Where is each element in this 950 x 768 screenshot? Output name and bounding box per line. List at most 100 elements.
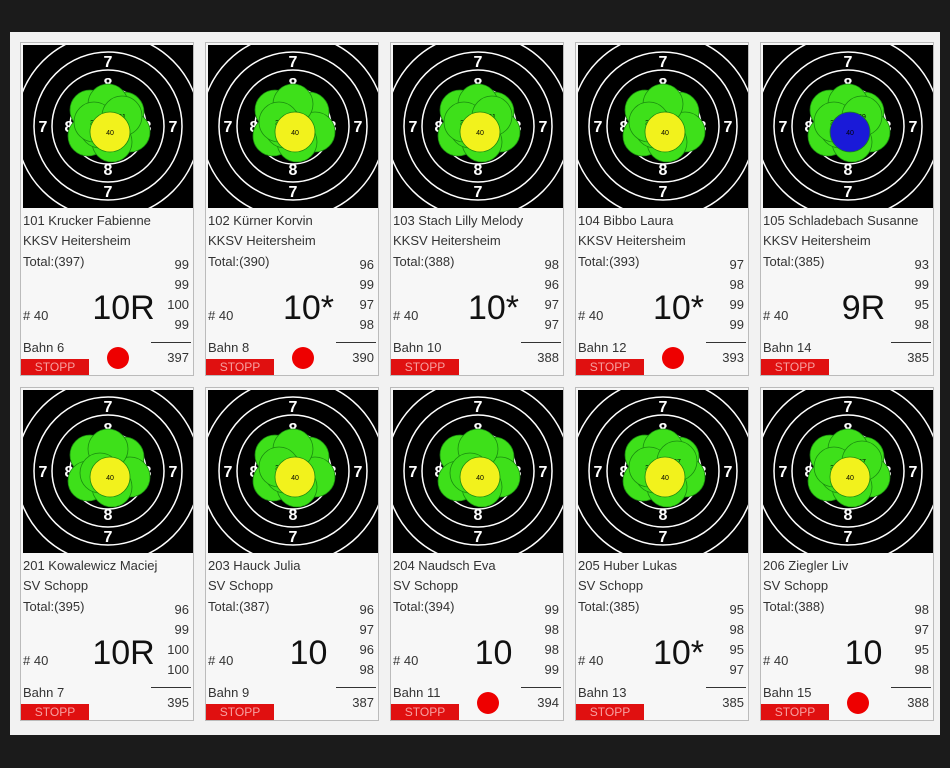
- series-score: 96: [359, 602, 374, 617]
- series-score: 97: [729, 257, 744, 272]
- ring: [773, 51, 923, 201]
- sum-rule: [151, 342, 191, 343]
- ring: [51, 69, 165, 183]
- ring-label: 7: [289, 54, 298, 71]
- shooter-name: 105 Schladebach Susanne: [763, 213, 919, 228]
- last-shot: [644, 456, 686, 498]
- ring-label: 7: [659, 184, 668, 201]
- ring-label: 7: [844, 529, 853, 546]
- lane: Bahn 11: [393, 685, 441, 700]
- series-score: 99: [174, 317, 189, 332]
- series-score: 98: [729, 622, 744, 637]
- ring-label: 7: [724, 119, 733, 136]
- last-score: 10: [289, 634, 328, 672]
- series-score: 95: [729, 602, 744, 617]
- shot-count: # 40: [208, 308, 234, 323]
- target: 7777888840: [393, 390, 563, 553]
- ring-label: 7: [224, 464, 233, 481]
- shot-count: # 40: [393, 653, 419, 668]
- total: Total:(393): [578, 254, 640, 269]
- last-shot: [644, 111, 686, 153]
- last-shot: [459, 456, 501, 498]
- club: KKSV Heitersheim: [578, 233, 686, 248]
- lane: Bahn 14: [763, 340, 812, 355]
- sum: 388: [907, 695, 929, 710]
- stop-button[interactable]: STOPP: [391, 704, 459, 720]
- stop-button[interactable]: STOPP: [761, 704, 829, 720]
- stop-button[interactable]: STOPP: [576, 359, 644, 375]
- ring-label: 7: [104, 184, 113, 201]
- last-shot: [274, 456, 316, 498]
- stop-button[interactable]: STOPP: [206, 704, 274, 720]
- club: SV Schopp: [578, 578, 644, 593]
- ring: [218, 396, 368, 546]
- last-score: 10R: [92, 289, 155, 327]
- series-score: 93: [914, 257, 929, 272]
- series-score: 97: [544, 297, 559, 312]
- stop-button[interactable]: STOPP: [761, 359, 829, 375]
- ring-label: 7: [724, 464, 733, 481]
- shot-count: # 40: [23, 653, 49, 668]
- total: Total:(387): [208, 599, 270, 614]
- club: SV Schopp: [208, 578, 274, 593]
- series-score: 96: [544, 277, 559, 292]
- series-score: 97: [914, 622, 929, 637]
- stop-button[interactable]: STOPP: [576, 704, 644, 720]
- series-score: 99: [544, 602, 559, 617]
- series-score: 95: [914, 297, 929, 312]
- club: SV Schopp: [763, 578, 829, 593]
- shooter-name: 104 Bibbo Laura: [578, 213, 674, 228]
- ring: [33, 51, 183, 201]
- target: 77778888383740: [578, 390, 748, 553]
- shooter-name: 203 Hauck Julia: [208, 558, 301, 573]
- series-score: 98: [914, 662, 929, 677]
- sum-rule: [706, 342, 746, 343]
- ring-label: 7: [659, 399, 668, 416]
- lane: Bahn 10: [393, 340, 442, 355]
- last-shot: [274, 111, 316, 153]
- ring-label: 8: [474, 507, 483, 524]
- ring-label: 8: [805, 464, 814, 481]
- stop-button[interactable]: STOPP: [21, 359, 89, 375]
- ring-label: 8: [659, 507, 668, 524]
- stop-button[interactable]: STOPP: [21, 704, 89, 720]
- club: SV Schopp: [23, 578, 89, 593]
- target: 77778888383140: [393, 45, 563, 208]
- ring-label: 7: [474, 399, 483, 416]
- ring-label: 8: [435, 119, 444, 136]
- sum: 394: [537, 695, 559, 710]
- shooter-name: 205 Huber Lukas: [578, 558, 678, 573]
- stop-button[interactable]: STOPP: [391, 359, 459, 375]
- sum-rule: [151, 687, 191, 688]
- series-score: 97: [359, 297, 374, 312]
- lane: Bahn 8: [208, 340, 250, 355]
- series-score: 99: [544, 662, 559, 677]
- sum-rule: [336, 687, 376, 688]
- ring: [403, 51, 553, 201]
- ring: [588, 396, 738, 546]
- ring-label: 7: [844, 54, 853, 71]
- sum: 385: [907, 350, 929, 365]
- shooter-name: 103 Stach Lilly Melody: [393, 213, 524, 228]
- score-card: 77778888333940105 Schladebach SusanneKKS…: [760, 42, 934, 376]
- ring-label: 8: [620, 119, 629, 136]
- stop-button[interactable]: STOPP: [206, 359, 274, 375]
- shot-label: 40: [476, 130, 484, 137]
- series-score: 98: [544, 622, 559, 637]
- club: SV Schopp: [393, 578, 459, 593]
- ring-label: 7: [659, 529, 668, 546]
- status-dot: [847, 692, 869, 714]
- ring: [33, 396, 183, 546]
- series-score: 97: [544, 317, 559, 332]
- ring-label: 8: [844, 507, 853, 524]
- ring-label: 8: [474, 162, 483, 179]
- last-score: 10*: [282, 289, 335, 327]
- target: 777788883940: [208, 45, 378, 208]
- shot-count: # 40: [23, 308, 49, 323]
- shot-label: 40: [476, 475, 484, 482]
